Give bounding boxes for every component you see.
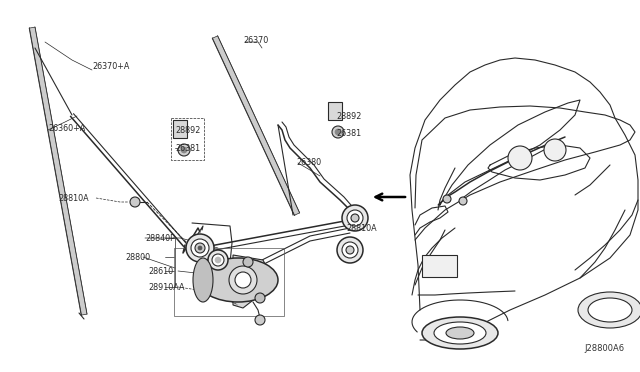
Circle shape — [208, 250, 228, 270]
Ellipse shape — [434, 322, 486, 344]
Text: 26360+A: 26360+A — [48, 124, 85, 132]
Bar — [328, 102, 342, 120]
Text: 26370+A: 26370+A — [92, 61, 129, 71]
Bar — [422, 255, 457, 277]
Text: 26381: 26381 — [336, 128, 361, 138]
Text: J28800A6: J28800A6 — [584, 344, 624, 353]
Ellipse shape — [422, 317, 498, 349]
Polygon shape — [29, 27, 87, 315]
Polygon shape — [212, 36, 300, 215]
Circle shape — [335, 129, 341, 135]
Circle shape — [342, 242, 358, 258]
Circle shape — [212, 254, 224, 266]
Text: 26370: 26370 — [243, 35, 268, 45]
Text: 28810A: 28810A — [58, 193, 88, 202]
Text: 28810A: 28810A — [346, 224, 376, 232]
Ellipse shape — [588, 298, 632, 322]
Circle shape — [215, 257, 221, 263]
Circle shape — [351, 214, 359, 222]
Circle shape — [508, 146, 532, 170]
Circle shape — [191, 239, 209, 257]
Circle shape — [332, 126, 344, 138]
Ellipse shape — [578, 292, 640, 328]
Text: 26380: 26380 — [296, 157, 321, 167]
Text: 28892: 28892 — [175, 125, 200, 135]
Text: 26381: 26381 — [175, 144, 200, 153]
Circle shape — [255, 315, 265, 325]
Ellipse shape — [198, 258, 278, 302]
Ellipse shape — [193, 258, 213, 302]
Text: 28892: 28892 — [336, 112, 362, 121]
Circle shape — [346, 246, 354, 254]
Bar — [174, 248, 284, 316]
Circle shape — [243, 257, 253, 267]
Circle shape — [337, 237, 363, 263]
Circle shape — [229, 266, 257, 294]
Circle shape — [459, 197, 467, 205]
Text: 28800: 28800 — [125, 253, 150, 262]
Text: 28910AA: 28910AA — [148, 282, 184, 292]
Circle shape — [195, 243, 205, 253]
Circle shape — [342, 205, 368, 231]
Text: 28840P: 28840P — [145, 234, 175, 243]
Text: 28610: 28610 — [148, 266, 173, 276]
Circle shape — [443, 195, 451, 203]
Circle shape — [178, 144, 190, 156]
Bar — [173, 120, 187, 138]
Circle shape — [198, 246, 202, 250]
Circle shape — [255, 293, 265, 303]
Circle shape — [186, 234, 214, 262]
Circle shape — [347, 210, 363, 226]
Circle shape — [130, 197, 140, 207]
Circle shape — [235, 272, 251, 288]
Polygon shape — [233, 255, 268, 308]
Circle shape — [181, 147, 187, 153]
Circle shape — [544, 139, 566, 161]
Ellipse shape — [446, 327, 474, 339]
